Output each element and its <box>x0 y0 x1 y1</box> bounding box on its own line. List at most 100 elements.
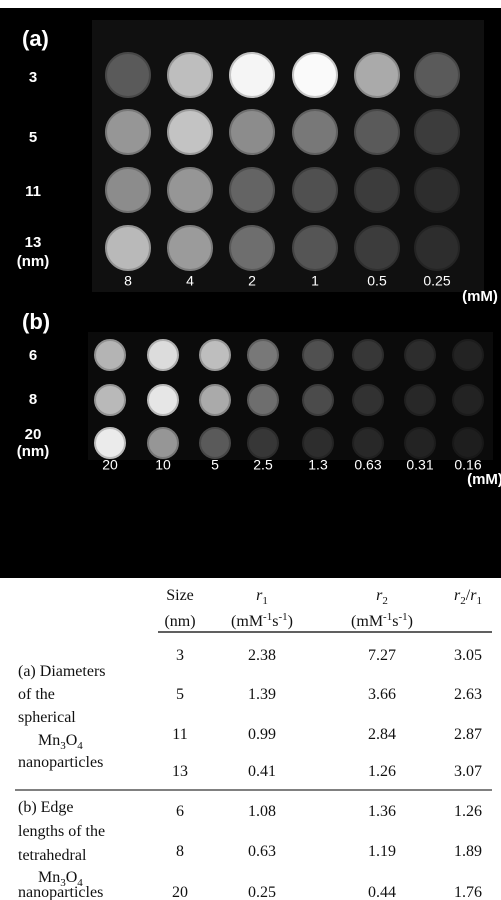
phantom <box>292 167 338 213</box>
text-part: (mM <box>231 613 263 630</box>
phantom <box>352 384 384 416</box>
text-part: -1 <box>278 611 287 623</box>
text-part: Size <box>166 587 194 604</box>
table-cell: 3.66 <box>368 686 396 703</box>
column-label: 0.31 <box>406 457 433 473</box>
panel-label: (a) <box>22 26 49 51</box>
phantom <box>229 167 275 213</box>
text-part: 2.87 <box>454 726 482 743</box>
phantom <box>247 384 279 416</box>
table-cell: 3.07 <box>454 763 482 780</box>
table-cell: 1.76 <box>454 884 482 900</box>
table-cell: 2.84 <box>368 726 396 743</box>
text-part: -1 <box>398 611 407 623</box>
text-part: 2.84 <box>368 726 396 743</box>
phantom <box>302 384 334 416</box>
phantom <box>94 384 126 416</box>
text-part: r <box>470 587 477 604</box>
header-unit: (mM-1s-1) <box>351 611 413 630</box>
phantom <box>147 384 179 416</box>
text-part: 3.05 <box>454 647 482 664</box>
phantom <box>302 427 334 459</box>
table-cell: 7.27 <box>368 647 396 664</box>
text-part: 5 <box>176 686 184 703</box>
phantom <box>414 167 460 213</box>
table-cell: 6 <box>176 803 184 820</box>
text-part: 3.07 <box>454 763 482 780</box>
text-part: Mn <box>38 869 60 886</box>
phantom <box>167 167 213 213</box>
table-cell: 0.63 <box>248 843 276 860</box>
phantom <box>354 109 400 155</box>
text-part: of the <box>18 686 55 703</box>
text-part: 0.99 <box>248 726 276 743</box>
group-label: spherical <box>18 709 76 726</box>
header-size-unit: (nm) <box>164 613 195 630</box>
phantom <box>292 225 338 271</box>
text-part: 2.63 <box>454 686 482 703</box>
row-unit: (nm) <box>17 253 50 270</box>
text-part: Mn <box>38 732 60 749</box>
phantom <box>105 167 151 213</box>
text-part: 2.38 <box>248 647 276 664</box>
group-label: (a) Diameters <box>18 663 106 680</box>
table-cell: 1.08 <box>248 803 276 820</box>
text-part: 1.26 <box>454 803 482 820</box>
text-part: / <box>466 587 471 604</box>
table-cell: 2.38 <box>248 647 276 664</box>
text-part: (nm) <box>164 613 195 630</box>
text-part: 13 <box>172 763 188 780</box>
text-part: ) <box>408 613 413 630</box>
table-cell: 1.26 <box>454 803 482 820</box>
phantom <box>105 52 151 98</box>
text-part: s <box>392 613 398 630</box>
table-cell: 3.05 <box>454 647 482 664</box>
table-cell: 3 <box>176 647 184 664</box>
table-cell: 1.39 <box>248 686 276 703</box>
text-part: -1 <box>263 611 272 623</box>
text-part: r <box>256 587 263 604</box>
text-part: nanoparticles <box>18 754 103 771</box>
text-part: tetrahedral <box>18 847 87 864</box>
column-label: 2 <box>248 273 256 289</box>
text-part: 8 <box>176 843 184 860</box>
text-part: 3 <box>60 877 66 889</box>
table-cell: 13 <box>172 763 188 780</box>
text-part: r <box>454 587 461 604</box>
text-part: 7.27 <box>368 647 396 664</box>
phantom <box>167 109 213 155</box>
phantom <box>147 339 179 371</box>
phantom <box>199 427 231 459</box>
phantom <box>404 384 436 416</box>
phantom <box>352 427 384 459</box>
header-symbol: r2 <box>376 587 388 607</box>
table-cell: 1.26 <box>368 763 396 780</box>
phantom <box>94 427 126 459</box>
column-label: 2.5 <box>253 457 273 473</box>
phantom <box>292 52 338 98</box>
table-cell: 8 <box>176 843 184 860</box>
row-label: 5 <box>29 129 37 146</box>
phantom <box>247 427 279 459</box>
phantom <box>414 52 460 98</box>
text-part: 4 <box>77 740 83 752</box>
header-symbol: r1 <box>256 587 268 607</box>
phantom <box>229 225 275 271</box>
column-label: 8 <box>124 273 132 289</box>
phantom <box>354 225 400 271</box>
group-formula: Mn3O4 <box>38 869 83 889</box>
phantom <box>199 384 231 416</box>
phantom <box>292 109 338 155</box>
column-label: 0.16 <box>454 457 481 473</box>
text-part: 2 <box>382 595 388 607</box>
column-label: 20 <box>102 457 118 473</box>
panel-label: (b) <box>22 309 50 334</box>
text-part: 0.44 <box>368 884 396 900</box>
text-part: 6 <box>176 803 184 820</box>
text-part: 20 <box>172 884 188 900</box>
phantom <box>229 109 275 155</box>
table-cell: 2.63 <box>454 686 482 703</box>
column-label: 1 <box>311 273 319 289</box>
table-cell: 11 <box>172 726 187 743</box>
